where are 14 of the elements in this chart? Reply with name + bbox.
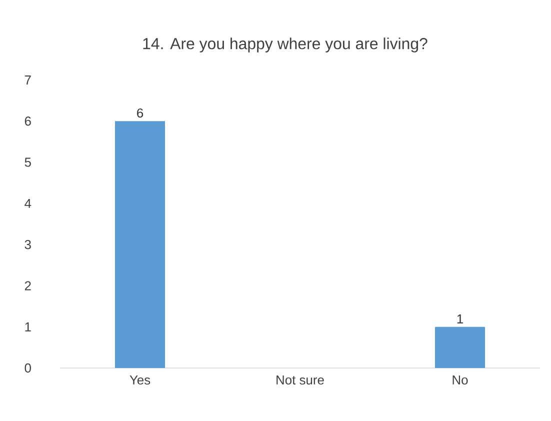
y-tick-label: 4 xyxy=(24,198,32,208)
y-tick-label: 0 xyxy=(24,363,31,373)
chart-title: 14. Are you happy where you are living? xyxy=(143,38,428,52)
y-tick-label: 1 xyxy=(25,322,31,332)
x-tick-label: Not sure xyxy=(276,376,324,385)
x-tick-label: Yes xyxy=(130,376,150,385)
y-tick-label: 7 xyxy=(24,76,31,84)
x-tick-label: No xyxy=(452,376,468,385)
y-tick-label: 2 xyxy=(24,281,31,290)
y-tick-label: 5 xyxy=(24,158,31,167)
data-label: 6 xyxy=(137,108,144,118)
data-label: 1 xyxy=(457,314,463,324)
y-tick-label: 3 xyxy=(24,240,31,250)
y-tick-label: 6 xyxy=(24,116,31,126)
